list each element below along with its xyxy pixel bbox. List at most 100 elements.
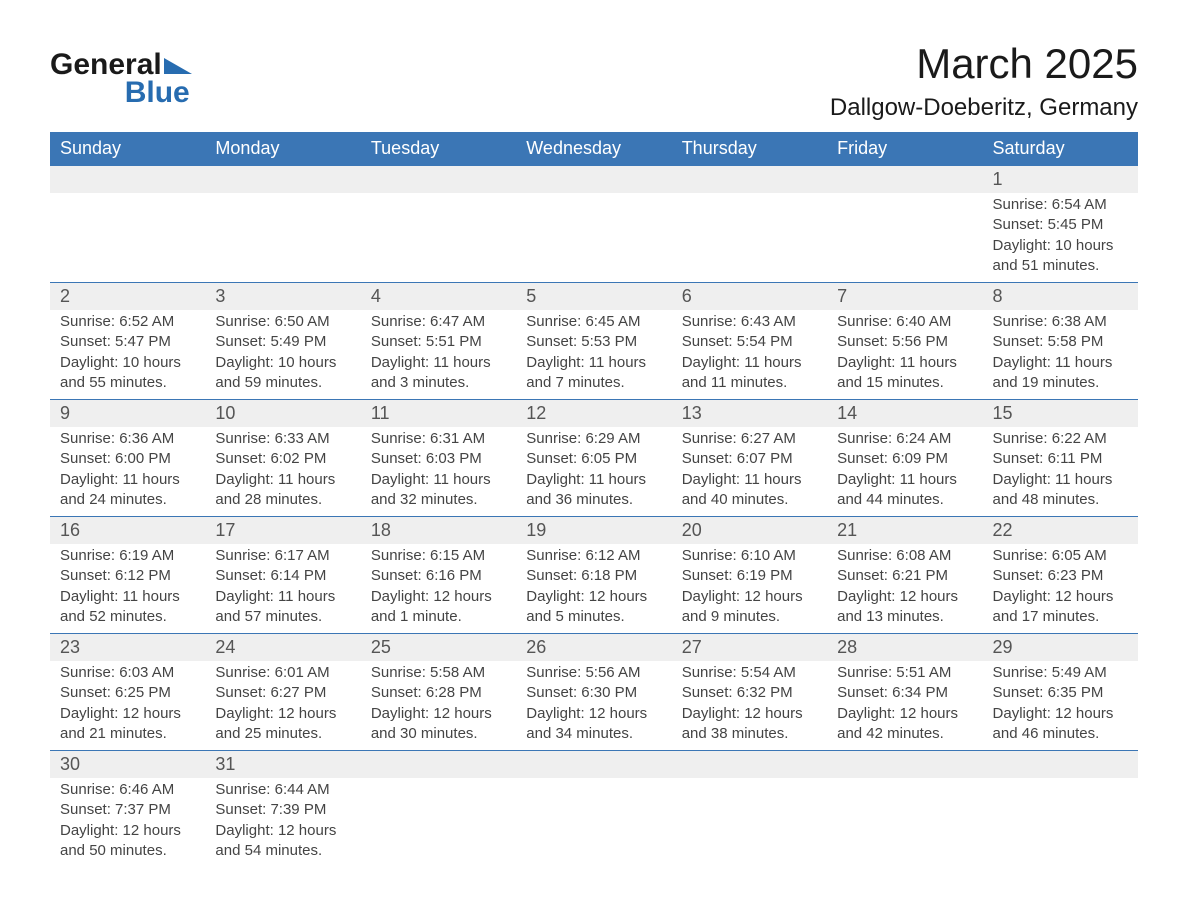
daylight-text-2: and 1 minute. (371, 607, 506, 627)
sunset-text: Sunset: 6:28 PM (371, 683, 506, 703)
day-detail-cell (516, 193, 671, 283)
daylight-text-2: and 40 minutes. (682, 490, 817, 510)
day-number-cell: 18 (361, 517, 516, 545)
day-detail: Sunrise: 6:29 AMSunset: 6:05 PMDaylight:… (526, 429, 661, 510)
day-detail-cell: Sunrise: 6:29 AMSunset: 6:05 PMDaylight:… (516, 427, 671, 517)
day-detail-cell: Sunrise: 6:01 AMSunset: 6:27 PMDaylight:… (205, 661, 360, 751)
sunrise-text: Sunrise: 6:27 AM (682, 429, 817, 449)
sunset-text: Sunset: 6:16 PM (371, 566, 506, 586)
day-detail-cell: Sunrise: 6:43 AMSunset: 5:54 PMDaylight:… (672, 310, 827, 400)
week-daynum-row: 9101112131415 (50, 400, 1138, 428)
day-number: 12 (516, 400, 671, 427)
daylight-text-2: and 57 minutes. (215, 607, 350, 627)
day-number-cell (516, 751, 671, 779)
daylight-text-1: Daylight: 11 hours (682, 353, 817, 373)
daylight-text-2: and 36 minutes. (526, 490, 661, 510)
sunset-text: Sunset: 5:45 PM (993, 215, 1128, 235)
daylight-text-2: and 54 minutes. (215, 841, 350, 861)
day-detail: Sunrise: 6:01 AMSunset: 6:27 PMDaylight:… (215, 663, 350, 744)
day-number: 25 (361, 634, 516, 661)
daylight-text-2: and 19 minutes. (993, 373, 1128, 393)
daylight-text-2: and 50 minutes. (60, 841, 195, 861)
day-number-cell: 17 (205, 517, 360, 545)
day-detail-cell: Sunrise: 6:31 AMSunset: 6:03 PMDaylight:… (361, 427, 516, 517)
daylight-text-1: Daylight: 10 hours (215, 353, 350, 373)
week-detail-row: Sunrise: 6:46 AMSunset: 7:37 PMDaylight:… (50, 778, 1138, 867)
day-header: Thursday (672, 132, 827, 166)
sunset-text: Sunset: 5:56 PM (837, 332, 972, 352)
daylight-text-2: and 34 minutes. (526, 724, 661, 744)
daylight-text-1: Daylight: 11 hours (682, 470, 817, 490)
sunset-text: Sunset: 6:32 PM (682, 683, 817, 703)
day-detail-cell: Sunrise: 6:12 AMSunset: 6:18 PMDaylight:… (516, 544, 671, 634)
daylight-text-1: Daylight: 11 hours (215, 470, 350, 490)
day-number-cell (516, 166, 671, 194)
daylight-text-1: Daylight: 12 hours (60, 704, 195, 724)
day-detail-cell: Sunrise: 6:44 AMSunset: 7:39 PMDaylight:… (205, 778, 360, 867)
daylight-text-1: Daylight: 11 hours (526, 470, 661, 490)
day-number: 31 (205, 751, 360, 778)
sunset-text: Sunset: 5:53 PM (526, 332, 661, 352)
sunrise-text: Sunrise: 5:51 AM (837, 663, 972, 683)
day-detail-cell: Sunrise: 6:54 AMSunset: 5:45 PMDaylight:… (983, 193, 1138, 283)
day-number: 13 (672, 400, 827, 427)
day-detail: Sunrise: 6:44 AMSunset: 7:39 PMDaylight:… (215, 780, 350, 861)
daylight-text-1: Daylight: 10 hours (60, 353, 195, 373)
sunset-text: Sunset: 6:30 PM (526, 683, 661, 703)
day-number: 14 (827, 400, 982, 427)
day-number-cell: 15 (983, 400, 1138, 428)
day-number: 11 (361, 400, 516, 427)
daylight-text-1: Daylight: 11 hours (60, 587, 195, 607)
daylight-text-2: and 3 minutes. (371, 373, 506, 393)
week-detail-row: Sunrise: 6:03 AMSunset: 6:25 PMDaylight:… (50, 661, 1138, 751)
week-daynum-row: 3031 (50, 751, 1138, 779)
day-detail-cell: Sunrise: 5:54 AMSunset: 6:32 PMDaylight:… (672, 661, 827, 751)
day-detail-cell: Sunrise: 6:17 AMSunset: 6:14 PMDaylight:… (205, 544, 360, 634)
day-detail: Sunrise: 5:54 AMSunset: 6:32 PMDaylight:… (682, 663, 817, 744)
day-number-cell: 2 (50, 283, 205, 311)
day-detail-cell: Sunrise: 6:50 AMSunset: 5:49 PMDaylight:… (205, 310, 360, 400)
sunset-text: Sunset: 6:18 PM (526, 566, 661, 586)
month-title: March 2025 (830, 40, 1138, 88)
daylight-text-2: and 15 minutes. (837, 373, 972, 393)
sunset-text: Sunset: 5:58 PM (993, 332, 1128, 352)
sunset-text: Sunset: 6:27 PM (215, 683, 350, 703)
day-header: Tuesday (361, 132, 516, 166)
sunrise-text: Sunrise: 6:05 AM (993, 546, 1128, 566)
day-detail-cell (983, 778, 1138, 867)
day-detail-cell (672, 778, 827, 867)
daylight-text-2: and 48 minutes. (993, 490, 1128, 510)
day-detail-cell: Sunrise: 6:33 AMSunset: 6:02 PMDaylight:… (205, 427, 360, 517)
daylight-text-1: Daylight: 12 hours (837, 587, 972, 607)
week-detail-row: Sunrise: 6:52 AMSunset: 5:47 PMDaylight:… (50, 310, 1138, 400)
day-detail-cell: Sunrise: 6:36 AMSunset: 6:00 PMDaylight:… (50, 427, 205, 517)
daylight-text-1: Daylight: 11 hours (60, 470, 195, 490)
day-detail-cell: Sunrise: 6:22 AMSunset: 6:11 PMDaylight:… (983, 427, 1138, 517)
title-block: March 2025 Dallgow-Doeberitz, Germany (830, 40, 1138, 122)
sunset-text: Sunset: 6:09 PM (837, 449, 972, 469)
sunset-text: Sunset: 6:23 PM (993, 566, 1128, 586)
day-detail: Sunrise: 6:50 AMSunset: 5:49 PMDaylight:… (215, 312, 350, 393)
day-detail-cell (827, 778, 982, 867)
sunset-text: Sunset: 6:11 PM (993, 449, 1128, 469)
sunrise-text: Sunrise: 6:43 AM (682, 312, 817, 332)
sunrise-text: Sunrise: 5:49 AM (993, 663, 1128, 683)
sunset-text: Sunset: 7:37 PM (60, 800, 195, 820)
day-number: 21 (827, 517, 982, 544)
day-number: 6 (672, 283, 827, 310)
daylight-text-1: Daylight: 10 hours (993, 236, 1128, 256)
daylight-text-1: Daylight: 11 hours (215, 587, 350, 607)
day-number: 3 (205, 283, 360, 310)
sunrise-text: Sunrise: 5:54 AM (682, 663, 817, 683)
day-detail: Sunrise: 6:54 AMSunset: 5:45 PMDaylight:… (993, 195, 1128, 276)
day-detail: Sunrise: 6:15 AMSunset: 6:16 PMDaylight:… (371, 546, 506, 627)
day-number: 2 (50, 283, 205, 310)
day-number-cell: 9 (50, 400, 205, 428)
week-daynum-row: 2345678 (50, 283, 1138, 311)
day-detail-cell (827, 193, 982, 283)
day-number-cell: 23 (50, 634, 205, 662)
day-detail-cell: Sunrise: 6:47 AMSunset: 5:51 PMDaylight:… (361, 310, 516, 400)
sunset-text: Sunset: 6:21 PM (837, 566, 972, 586)
day-detail-cell (361, 193, 516, 283)
day-detail-cell (205, 193, 360, 283)
